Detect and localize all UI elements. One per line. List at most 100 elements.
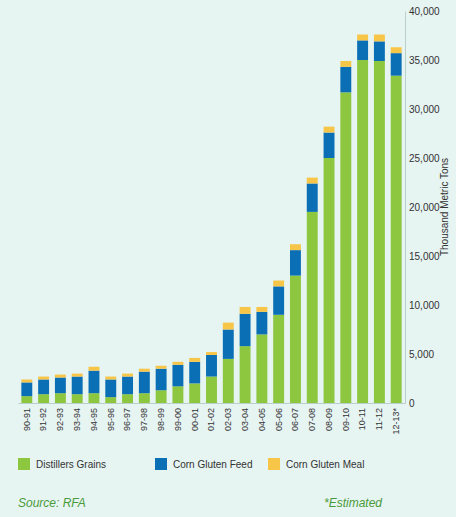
chart: 05,00010,00015,00020,00025,00030,00035,0… xyxy=(0,0,456,517)
bar-segment xyxy=(55,393,66,403)
bar-segment xyxy=(391,47,402,53)
x-tick-label: 03-04 xyxy=(240,408,250,431)
x-tick-label: 10-11 xyxy=(357,408,367,430)
bar-segment xyxy=(156,390,167,403)
x-tick-label: 06-07 xyxy=(290,408,300,431)
bar-segment xyxy=(374,41,385,61)
y-tick: 35,000 xyxy=(405,55,440,66)
y-tick-label: 25,000 xyxy=(409,153,440,164)
y-tick: 30,000 xyxy=(405,104,440,115)
bar-segment xyxy=(357,40,368,60)
x-tick: 91-92 xyxy=(38,403,48,431)
bar-segment xyxy=(156,369,167,391)
bar-segment xyxy=(256,312,267,335)
bar-segment xyxy=(256,307,267,312)
x-tick-label: 11-12 xyxy=(374,408,384,430)
x-tick: 07-08 xyxy=(307,403,317,431)
x-tick: 90-91 xyxy=(22,403,32,431)
x-tick: 06-07 xyxy=(290,403,300,431)
legend: Distillers Grains Corn Gluten Feed Corn Gl… xyxy=(18,458,364,470)
bar-segment xyxy=(256,334,267,403)
bar-segment xyxy=(240,346,251,403)
x-tick-label: 12-13* xyxy=(391,408,401,435)
legend-label: Corn Gluten Meal xyxy=(286,459,364,470)
x-tick: 12-13* xyxy=(391,403,401,435)
y-axis: 05,00010,00015,00020,00025,00030,00035,0… xyxy=(405,6,440,409)
y-tick-label: 0 xyxy=(409,398,415,409)
bars xyxy=(21,35,401,403)
x-axis: 90-9191-9292-9393-9494-9595-9696-9797-98… xyxy=(19,403,406,435)
bar-segment xyxy=(89,367,100,371)
bar-segment xyxy=(290,276,301,403)
legend-label: Distillers Grains xyxy=(36,459,106,470)
x-tick: 97-98 xyxy=(139,403,149,431)
bar-segment xyxy=(324,127,335,133)
y-tick: 15,000 xyxy=(405,251,440,262)
bar-segment xyxy=(38,377,49,380)
annotation: Source: RFA xyxy=(18,496,86,510)
y-tick-label: 40,000 xyxy=(409,6,440,17)
x-tick-label: 97-98 xyxy=(139,408,149,431)
x-tick-label: 91-92 xyxy=(38,408,48,431)
y-tick-label: 35,000 xyxy=(409,55,440,66)
legend-label: Corn Gluten Feed xyxy=(173,459,253,470)
x-tick: 04-05 xyxy=(257,403,267,431)
x-tick-label: 05-06 xyxy=(274,408,284,431)
bar-segment xyxy=(290,250,301,275)
bar-segment xyxy=(273,286,284,314)
bar-segment xyxy=(340,92,351,403)
bar-segment xyxy=(189,358,200,362)
bar-segment xyxy=(391,76,402,403)
bar-segment xyxy=(139,393,150,403)
legend-swatch xyxy=(18,458,30,470)
bar-segment xyxy=(122,374,133,377)
y-tick: 25,000 xyxy=(405,153,440,164)
bar-segment xyxy=(55,378,66,394)
y-tick-label: 15,000 xyxy=(409,251,440,262)
bar-segment xyxy=(324,158,335,403)
x-tick: 98-99 xyxy=(156,403,166,431)
x-tick: 00-01 xyxy=(190,403,200,431)
bar-segment xyxy=(38,379,49,394)
bar-segment xyxy=(240,314,251,346)
x-tick: 01-02 xyxy=(206,403,216,431)
bar-segment xyxy=(72,374,83,377)
x-tick-label: 90-91 xyxy=(22,408,32,431)
bar-segment xyxy=(122,377,133,395)
bar-segment xyxy=(139,369,150,372)
x-tick-label: 94-95 xyxy=(89,408,99,431)
bar-segment xyxy=(122,394,133,403)
x-tick-label: 96-97 xyxy=(122,408,132,431)
bar-segment xyxy=(391,53,402,76)
bar-segment xyxy=(189,383,200,403)
x-tick-label: 09-10 xyxy=(341,408,351,431)
bar-segment xyxy=(357,35,368,41)
bar-segment xyxy=(223,359,234,403)
bar-segment xyxy=(240,307,251,314)
x-tick-label: 04-05 xyxy=(257,408,267,431)
bar-segment xyxy=(340,67,351,92)
x-tick: 94-95 xyxy=(89,403,99,431)
y-tick: 10,000 xyxy=(405,300,440,311)
bar-segment xyxy=(89,393,100,403)
bar-segment xyxy=(189,362,200,384)
bar-segment xyxy=(374,61,385,403)
bar-segment xyxy=(374,35,385,42)
bar-segment xyxy=(223,323,234,330)
bar-segment xyxy=(206,355,217,377)
bar-segment xyxy=(206,377,217,403)
bar-segment xyxy=(206,352,217,355)
bar-segment xyxy=(357,60,368,403)
x-tick: 93-94 xyxy=(72,403,82,431)
annotation: *Estimated xyxy=(324,496,382,510)
bar-segment xyxy=(172,365,183,387)
bar-segment xyxy=(21,382,32,396)
x-axis-line xyxy=(19,403,406,404)
y-tick-label: 20,000 xyxy=(409,202,440,213)
bar-segment xyxy=(223,330,234,359)
bar-segment xyxy=(172,362,183,365)
bar-segment xyxy=(105,379,116,397)
y-axis-title: Thousand Metric Tons xyxy=(439,158,450,256)
bar-segment xyxy=(105,397,116,403)
x-tick-label: 00-01 xyxy=(190,408,200,431)
